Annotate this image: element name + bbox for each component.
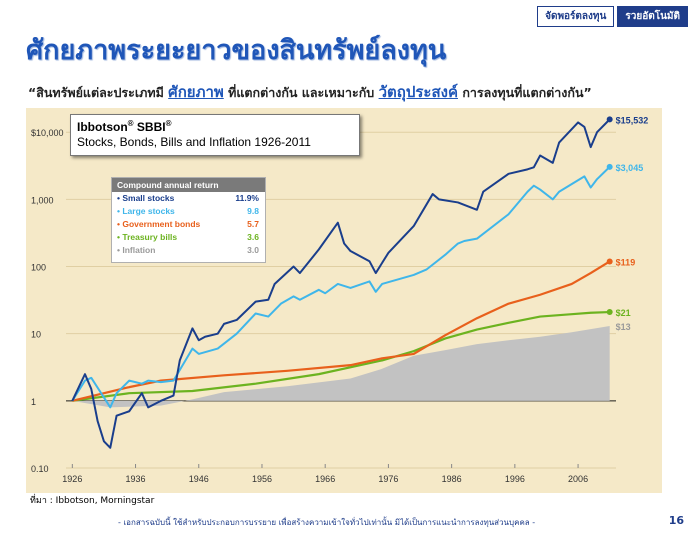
x-tick-label: 1936 bbox=[126, 474, 146, 484]
legend-label: • Treasury bills bbox=[117, 232, 178, 242]
x-tick-label: 1956 bbox=[252, 474, 272, 484]
subtitle-mid: ที่แตกต่างกัน และเหมาะกับ bbox=[223, 85, 379, 100]
legend-rate: 11.9% bbox=[235, 193, 259, 203]
series-end-marker bbox=[606, 258, 613, 265]
x-tick-label: 1996 bbox=[505, 474, 525, 484]
x-tick-label: 1986 bbox=[442, 474, 462, 484]
legend-label: • Large stocks bbox=[117, 206, 175, 216]
series-end-marker bbox=[606, 116, 613, 123]
subtitle-highlight-objective: วัตถุประสงค์ bbox=[378, 83, 458, 101]
page-number: 16 bbox=[668, 514, 684, 527]
legend-rate: 3.6 bbox=[247, 232, 259, 242]
series-end-marker bbox=[606, 309, 613, 316]
series-end-label: $119 bbox=[616, 257, 636, 267]
legend-row-government-bonds: • Government bonds 5.7 bbox=[112, 218, 265, 231]
series-line-government-bonds bbox=[72, 260, 611, 402]
y-tick-label: 100 bbox=[31, 263, 46, 273]
series-end-label: $13 bbox=[616, 322, 631, 332]
x-tick-label: 1976 bbox=[378, 474, 398, 484]
tab-portfolio[interactable]: จัดพอร์ตลงทุน bbox=[537, 6, 615, 27]
growth-chart: 0.10 1 10 100 1,000 $10,000 1926 1936 1946 1956 19… bbox=[31, 115, 649, 484]
x-tick-label: 1966 bbox=[315, 474, 335, 484]
chart-subtitle: Stocks, Bonds, Bills and Inflation 1926-… bbox=[77, 135, 311, 149]
legend-row-small-stocks: • Small stocks 11.9% bbox=[112, 192, 265, 205]
page-title: ศักยภาพระยะยาวของสินทรัพย์ลงทุน bbox=[26, 35, 447, 66]
x-tick-label: 2006 bbox=[568, 474, 588, 484]
y-tick-label: 1 bbox=[31, 397, 36, 407]
legend-row-large-stocks: • Large stocks 9.8 bbox=[112, 205, 265, 218]
chart-title: Ibbotson® SBBI® bbox=[77, 119, 353, 134]
subtitle-highlight-potential: ศักยภาพ bbox=[168, 83, 224, 101]
series-end-marker bbox=[606, 163, 613, 170]
series-line-small-stocks bbox=[71, 118, 611, 449]
chart-title-text: Ibbotson® SBBI® bbox=[77, 119, 172, 134]
series-end-label: $3,045 bbox=[616, 163, 644, 173]
x-tick-label: 1946 bbox=[189, 474, 209, 484]
series-end-label: $21 bbox=[616, 308, 631, 318]
chart-title-box: Ibbotson® SBBI® Stocks, Bonds, Bills and… bbox=[70, 114, 360, 156]
y-tick-label: $10,000 bbox=[31, 128, 64, 138]
chart-legend: Compound annual return • Small stocks 11… bbox=[111, 177, 266, 263]
legend-title: Compound annual return bbox=[112, 178, 265, 192]
x-tick-label: 1926 bbox=[62, 474, 82, 484]
series-inflation-area bbox=[72, 326, 610, 408]
disclaimer-note: - เอกสารฉบับนี้ ใช้สำหรับประกอบการบรรยาย… bbox=[118, 518, 536, 527]
y-tick-label: 0.10 bbox=[31, 464, 49, 474]
legend-label: • Government bonds bbox=[117, 219, 201, 229]
y-tick-label: 1,000 bbox=[31, 195, 54, 205]
legend-rate: 9.8 bbox=[247, 206, 259, 216]
legend-label: • Inflation bbox=[117, 245, 156, 255]
subtitle-post: การลงทุนที่แตกต่างกัน” bbox=[457, 85, 592, 100]
source-note: ที่มา : Ibbotson, Morningstar bbox=[30, 496, 155, 506]
page-subtitle: “สินทรัพย์แต่ละประเภทมี ศักยภาพ ที่แตกต่… bbox=[28, 80, 592, 104]
legend-rate: 3.0 bbox=[247, 245, 259, 255]
chart-area: 0.10 1 10 100 1,000 $10,000 1926 1936 1946 1956 19… bbox=[26, 108, 662, 493]
legend-label: • Small stocks bbox=[117, 193, 175, 203]
y-tick-label: 10 bbox=[31, 330, 41, 340]
series-end-label: $15,532 bbox=[616, 115, 649, 125]
legend-rate: 5.7 bbox=[247, 219, 259, 229]
series-line-large-stocks bbox=[71, 166, 611, 409]
top-tabs: จัดพอร์ตลงทุน รวยอัตโนมัติ bbox=[537, 6, 688, 27]
legend-row-inflation: • Inflation 3.0 bbox=[112, 244, 265, 257]
subtitle-pre: “สินทรัพย์แต่ละประเภทมี bbox=[28, 85, 169, 100]
tab-auto-wealth[interactable]: รวยอัตโนมัติ bbox=[617, 6, 688, 27]
legend-row-treasury-bills: • Treasury bills 3.6 bbox=[112, 231, 265, 244]
